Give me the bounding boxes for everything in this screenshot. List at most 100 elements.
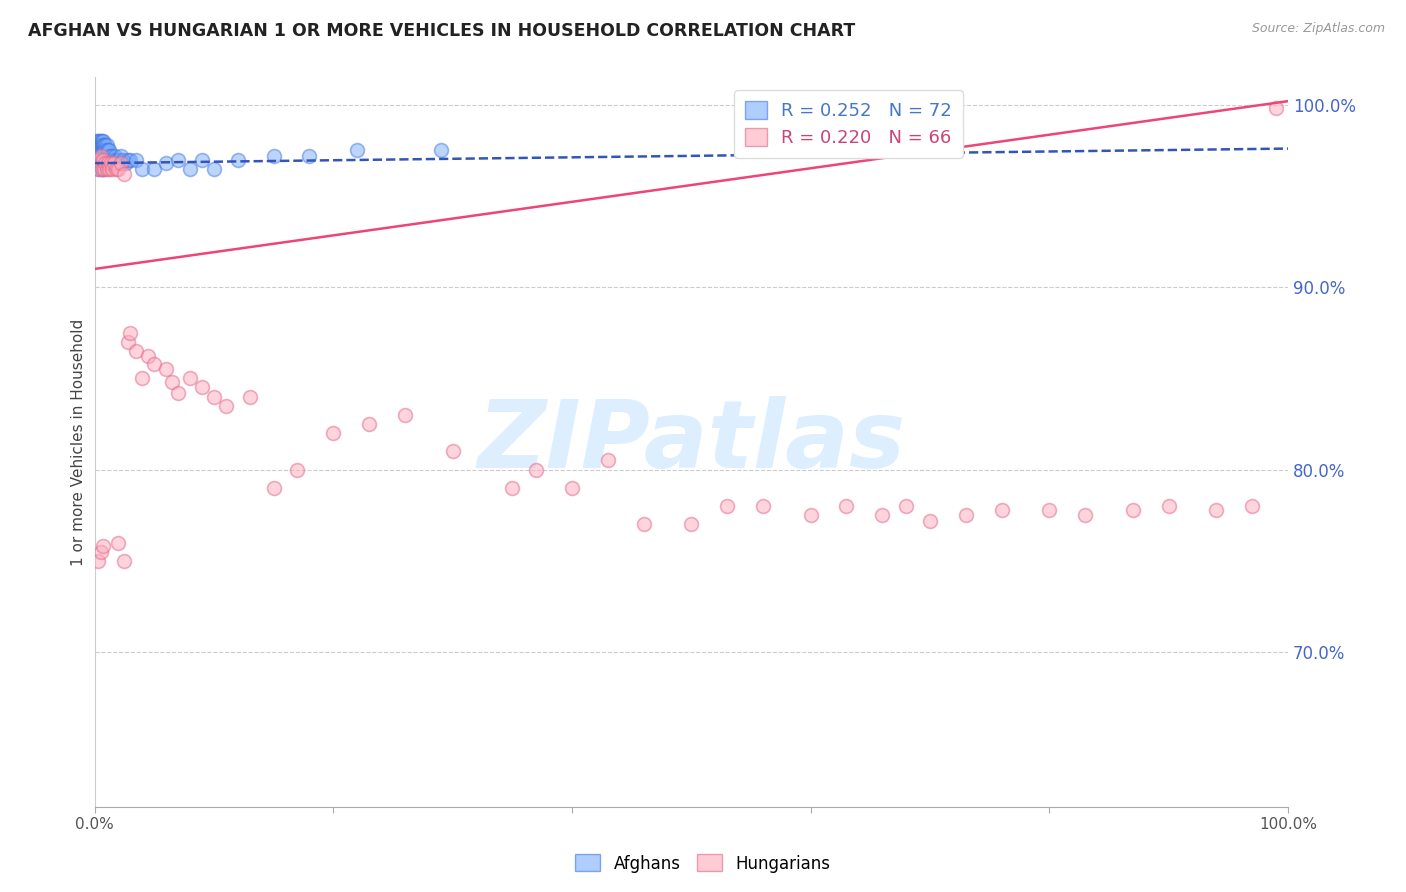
Point — [100, 153, 122, 167]
Point — [110, 149, 132, 163]
Point — [298, 149, 321, 163]
Point — [287, 462, 309, 476]
Point — [114, 156, 136, 170]
Point — [1265, 102, 1288, 116]
Point — [96, 156, 118, 170]
Point — [90, 149, 112, 163]
Point — [1122, 502, 1144, 516]
Point — [93, 153, 115, 167]
Point — [86, 149, 108, 163]
Point — [870, 508, 893, 523]
Point — [346, 144, 368, 158]
Point — [681, 517, 703, 532]
Point — [90, 137, 112, 152]
Point — [524, 462, 547, 476]
Point — [94, 137, 117, 152]
Point — [191, 153, 214, 167]
Point — [87, 137, 110, 152]
Y-axis label: 1 or more Vehicles in Household: 1 or more Vehicles in Household — [72, 318, 86, 566]
Point — [101, 161, 124, 176]
Point — [112, 167, 135, 181]
Point — [918, 514, 941, 528]
Point — [93, 161, 115, 176]
Point — [90, 144, 112, 158]
Point — [87, 156, 110, 170]
Point — [112, 153, 135, 167]
Point — [117, 334, 139, 349]
Point — [105, 156, 128, 170]
Point — [87, 134, 110, 148]
Point — [87, 149, 110, 163]
Point — [93, 144, 115, 158]
Point — [91, 161, 114, 176]
Point — [835, 499, 858, 513]
Point — [501, 481, 523, 495]
Point — [633, 517, 655, 532]
Point — [97, 156, 120, 170]
Point — [125, 344, 148, 359]
Point — [97, 144, 120, 158]
Point — [955, 508, 977, 523]
Point — [90, 544, 112, 558]
Point — [322, 426, 344, 441]
Point — [561, 481, 583, 495]
Point — [86, 134, 108, 148]
Point — [97, 153, 120, 167]
Point — [136, 350, 159, 364]
Point — [112, 554, 135, 568]
Point — [89, 134, 111, 148]
Point — [105, 161, 128, 176]
Point — [101, 149, 124, 163]
Point — [97, 153, 120, 167]
Point — [800, 508, 823, 523]
Point — [103, 153, 125, 167]
Point — [90, 137, 112, 152]
Point — [107, 161, 129, 176]
Point — [86, 156, 108, 170]
Point — [110, 156, 132, 170]
Point — [1205, 502, 1227, 516]
Point — [90, 144, 112, 158]
Point — [90, 149, 112, 163]
Point — [263, 481, 285, 495]
Point — [120, 153, 142, 167]
Point — [1038, 502, 1060, 516]
Point — [96, 137, 118, 152]
Point — [91, 539, 114, 553]
Point — [202, 390, 225, 404]
Point — [94, 156, 117, 170]
Point — [596, 453, 619, 467]
Point — [90, 134, 112, 148]
Point — [107, 153, 129, 167]
Point — [179, 161, 201, 176]
Point — [1241, 499, 1264, 513]
Point — [89, 153, 111, 167]
Point — [97, 144, 120, 158]
Point — [143, 161, 166, 176]
Point — [89, 149, 111, 163]
Point — [226, 153, 249, 167]
Point — [89, 156, 111, 170]
Point — [143, 357, 166, 371]
Point — [107, 535, 129, 549]
Point — [215, 399, 238, 413]
Text: Source: ZipAtlas.com: Source: ZipAtlas.com — [1251, 22, 1385, 36]
Point — [84, 137, 107, 152]
Point — [89, 144, 111, 158]
Point — [104, 149, 127, 163]
Point — [86, 144, 108, 158]
Point — [155, 156, 177, 170]
Point — [155, 362, 177, 376]
Point — [96, 149, 118, 163]
Point — [91, 153, 114, 167]
Point — [990, 502, 1012, 516]
Point — [357, 417, 380, 431]
Point — [117, 153, 139, 167]
Text: ZIPatlas: ZIPatlas — [477, 396, 905, 488]
Point — [90, 161, 112, 176]
Text: AFGHAN VS HUNGARIAN 1 OR MORE VEHICLES IN HOUSEHOLD CORRELATION CHART: AFGHAN VS HUNGARIAN 1 OR MORE VEHICLES I… — [28, 22, 855, 40]
Point — [160, 375, 183, 389]
Point — [87, 156, 110, 170]
Legend: R = 0.252   N = 72, R = 0.220   N = 66: R = 0.252 N = 72, R = 0.220 N = 66 — [734, 90, 963, 158]
Point — [263, 149, 285, 163]
